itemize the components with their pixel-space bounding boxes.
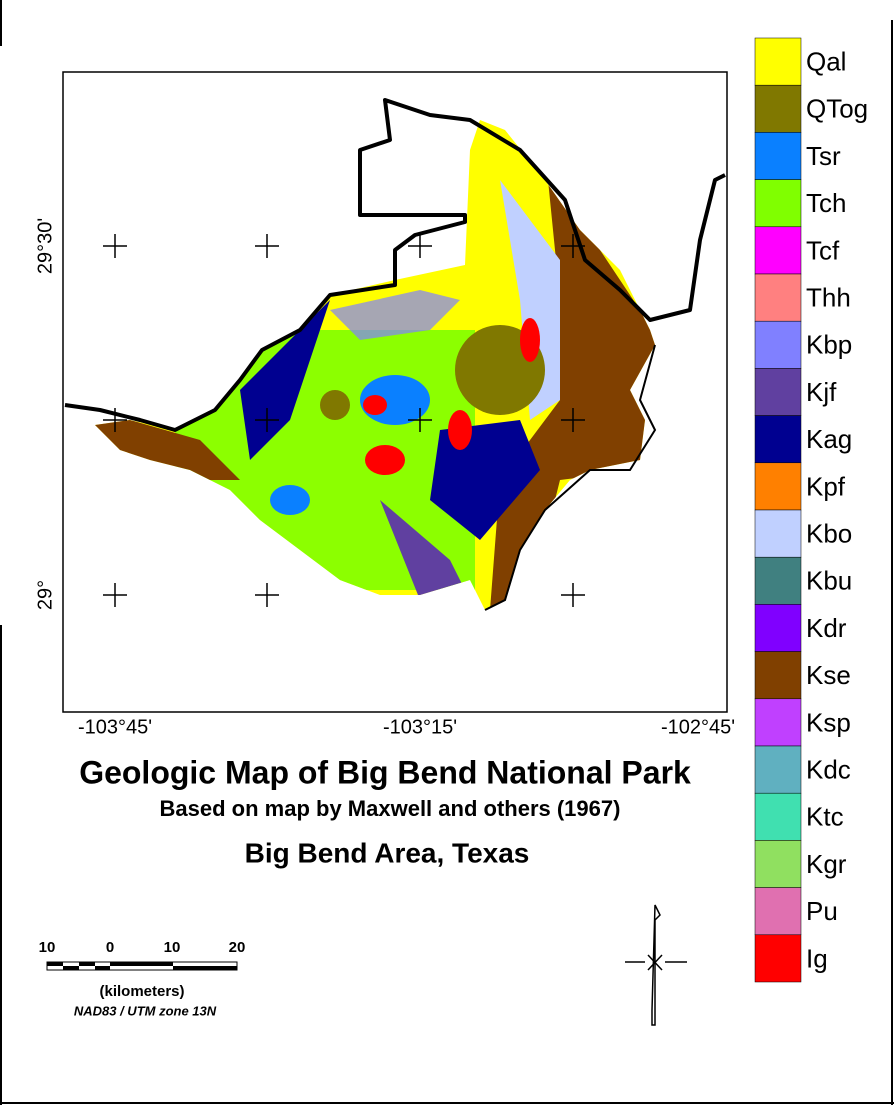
legend-swatch bbox=[754, 745, 802, 794]
latitude-label: 29° bbox=[34, 580, 56, 610]
legend-swatch bbox=[754, 509, 802, 558]
legend-swatch bbox=[754, 368, 802, 416]
legend-label: Kag bbox=[806, 424, 852, 454]
scale-label: 20 bbox=[229, 939, 246, 956]
legend-swatch bbox=[754, 273, 802, 322]
map-title: Geologic Map of Big Bend National Park bbox=[79, 754, 691, 790]
legend-label: Tsr bbox=[806, 141, 841, 171]
legend-swatch bbox=[754, 84, 802, 133]
legend-label: Kjf bbox=[806, 377, 837, 407]
scale-label: 10 bbox=[39, 939, 56, 956]
legend-swatch bbox=[754, 415, 802, 464]
latitude-label: 29°30' bbox=[34, 218, 56, 274]
legend-label: Ksp bbox=[806, 707, 851, 737]
legend-label: Ktc bbox=[806, 802, 844, 832]
legend-swatch bbox=[754, 556, 802, 605]
legend-swatch bbox=[754, 698, 802, 747]
legend-swatch bbox=[754, 840, 802, 888]
longitude-label: -103°45' bbox=[78, 716, 152, 738]
projection: NAD83 / UTM zone 13N bbox=[74, 1003, 217, 1018]
legend-label: Pu bbox=[806, 896, 838, 926]
legend-label: Kdc bbox=[806, 754, 851, 784]
longitude-label: -103°15' bbox=[383, 716, 457, 738]
legend-swatch bbox=[754, 37, 802, 86]
legend-swatch bbox=[754, 462, 802, 511]
legend-swatch bbox=[754, 604, 802, 652]
legend-label: Thh bbox=[806, 282, 851, 312]
legend-label: Kbu bbox=[806, 566, 852, 596]
map-area: Big Bend Area, Texas bbox=[245, 837, 530, 868]
scale-label: 0 bbox=[106, 939, 114, 956]
legend-swatch bbox=[754, 132, 802, 180]
legend-label: Ig bbox=[806, 943, 828, 973]
legend-label: Kbp bbox=[806, 330, 852, 360]
longitude-label: -102°45' bbox=[661, 716, 735, 738]
graticule bbox=[103, 234, 585, 607]
legend-swatch bbox=[754, 887, 802, 936]
legend-label: Qal bbox=[806, 46, 846, 76]
north-arrow bbox=[625, 904, 687, 1026]
scale-label: 10 bbox=[164, 939, 181, 956]
scale-unit: (kilometers) bbox=[99, 983, 184, 1000]
map-subtitle: Based on map by Maxwell and others (1967… bbox=[160, 796, 621, 821]
park-boundary bbox=[64, 98, 726, 432]
legend-label: Kpf bbox=[806, 471, 846, 501]
rio-grande bbox=[484, 344, 657, 611]
legend-label: Kse bbox=[806, 660, 851, 690]
legend-label: Tcf bbox=[806, 235, 840, 265]
legend-label: Kgr bbox=[806, 849, 847, 879]
legend-label: Tch bbox=[806, 188, 846, 218]
map-frame bbox=[62, 71, 728, 713]
scale-bar bbox=[46, 961, 238, 971]
legend-label: Kbo bbox=[806, 518, 852, 548]
legend-swatch bbox=[754, 226, 802, 275]
legend-swatch bbox=[754, 179, 802, 228]
legend-swatch bbox=[754, 934, 802, 983]
legend-swatch bbox=[754, 320, 802, 369]
legend-swatch bbox=[754, 792, 802, 841]
legend-label: QTog bbox=[806, 94, 868, 124]
legend-label: Kdr bbox=[806, 613, 847, 643]
legend-swatch bbox=[754, 651, 802, 700]
